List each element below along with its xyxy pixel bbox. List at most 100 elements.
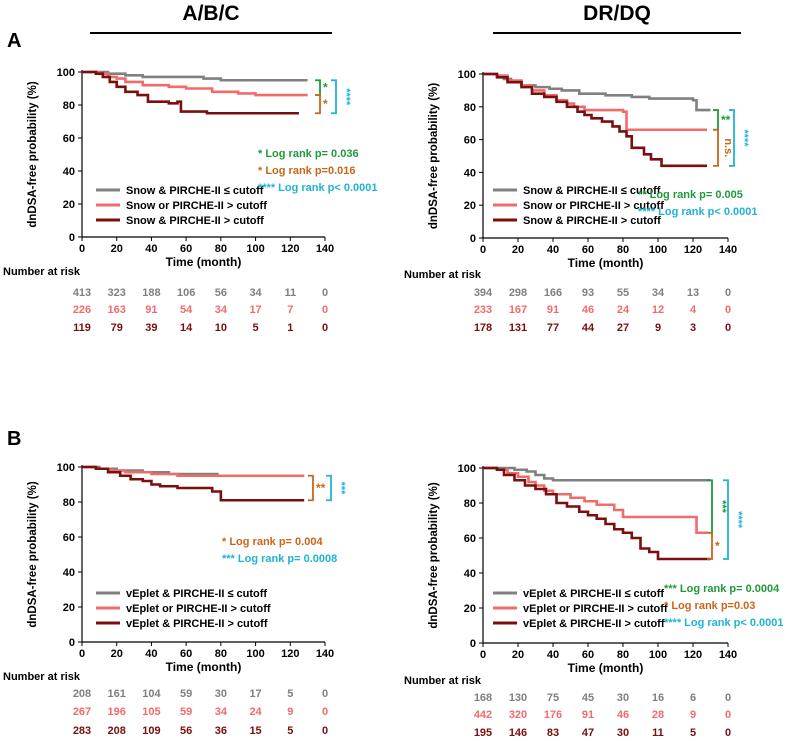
risk-table-cell: 109 (142, 725, 160, 737)
x-tick-label: 40 (145, 648, 157, 660)
log-rank-stat: **** Log rank p< 0.0001 (664, 617, 784, 629)
row-label-a: A (7, 30, 21, 52)
x-tick-label: 60 (180, 648, 192, 660)
risk-table-cell: 14 (180, 322, 193, 334)
risk-table-cell: 27 (617, 322, 629, 334)
significance-bracket (308, 474, 314, 502)
x-tick-label: 120 (684, 649, 702, 661)
risk-table-cell: 54 (180, 304, 193, 316)
x-tick-label: 140 (316, 648, 334, 660)
risk-table-cell: 59 (180, 706, 192, 718)
km-curve-series-2 (483, 466, 707, 535)
risk-table-cell: 413 (73, 287, 91, 299)
risk-table-cell: 1 (287, 322, 293, 334)
y-tick-label: 100 (458, 463, 476, 475)
risk-table-cell: 17 (249, 304, 261, 316)
y-tick-label: 80 (63, 100, 75, 112)
risk-table-cell: 226 (73, 304, 91, 316)
risk-table-cell: 0 (725, 304, 731, 316)
legend-label-3: vEplet & PIRCHE-II > cutoff (126, 618, 268, 630)
x-tick-label: 0 (79, 648, 85, 660)
x-tick-label: 20 (512, 244, 524, 256)
x-axis-label: Time (month) (568, 256, 644, 270)
x-tick-label: 60 (582, 244, 594, 256)
legend-label-2: Snow or PIRCHE-II > cutoff (126, 200, 267, 212)
risk-table-cell: 17 (249, 688, 261, 700)
row-label-b: B (7, 428, 21, 450)
risk-table-cell: 5 (690, 727, 696, 739)
significance-mark: n.s. (722, 138, 734, 157)
log-rank-stat: **** Log rank p< 0.0001 (638, 206, 758, 218)
risk-table-cell: 34 (652, 287, 665, 299)
significance-mark: * (715, 539, 720, 553)
y-tick-label: 80 (464, 102, 476, 114)
risk-table-cell: 59 (180, 688, 192, 700)
y-tick-label: 80 (464, 498, 476, 510)
risk-table-cell: 13 (687, 287, 699, 299)
risk-table-cell: 298 (509, 287, 527, 299)
x-tick-label: 80 (617, 244, 629, 256)
y-tick-label: 40 (63, 166, 75, 178)
risk-table-cell: 168 (474, 692, 492, 704)
km-curve-series-3 (82, 70, 299, 115)
risk-table-cell: 39 (145, 322, 157, 334)
risk-table-cell: 36 (215, 725, 227, 737)
km-curve-series-2 (82, 70, 308, 97)
risk-table-cell: 196 (108, 706, 126, 718)
x-tick-label: 100 (246, 243, 264, 255)
risk-table-cell: 7 (287, 304, 293, 316)
risk-table-cell: 0 (322, 322, 328, 334)
legend-label-2: vEplet or PIRCHE-II > cutoff (126, 603, 271, 615)
y-axis-label: dnDSA-free probability (%) (27, 81, 39, 227)
risk-table-cell: 4 (690, 304, 697, 316)
y-tick-label: 100 (57, 67, 75, 79)
significance-bracket (326, 474, 332, 502)
risk-table-cell: 0 (322, 287, 328, 299)
x-tick-label: 40 (145, 243, 157, 255)
risk-table-cell: 208 (108, 725, 126, 737)
risk-table-cell: 0 (322, 725, 328, 737)
risk-table-cell: 10 (215, 322, 227, 334)
x-tick-label: 140 (719, 244, 737, 256)
y-tick-label: 60 (63, 133, 75, 145)
risk-table-cell: 83 (547, 727, 559, 739)
significance-mark: ** (721, 113, 731, 127)
y-tick-label: 100 (458, 69, 476, 81)
risk-table-cell: 104 (142, 688, 161, 700)
risk-table-cell: 24 (249, 706, 262, 718)
risk-table-cell: 130 (509, 692, 527, 704)
risk-table-cell: 5 (287, 725, 293, 737)
y-tick-label: 0 (69, 637, 75, 649)
x-tick-label: 80 (215, 243, 227, 255)
x-tick-label: 120 (684, 244, 702, 256)
significance-mark: * (323, 97, 328, 111)
risk-table-cell: 46 (582, 304, 594, 316)
significance-bracket (713, 128, 719, 167)
risk-table-cell: 146 (509, 727, 527, 739)
y-tick-label: 20 (63, 602, 75, 614)
y-tick-label: 40 (464, 167, 476, 179)
risk-table-cell: 34 (215, 304, 228, 316)
risk-table-cell: 0 (725, 322, 731, 334)
risk-table-cell: 44 (582, 322, 595, 334)
legend-label-3: vEplet & PIRCHE-II > cutoff (523, 618, 665, 630)
y-axis-label: dnDSA-free probability (%) (27, 481, 39, 627)
significance-bracket (315, 79, 321, 96)
risk-table-title: Number at risk (404, 675, 482, 687)
km-panel-b-abc: 0 20 40 60 80 100 120 140 0 20 40 60 80 100 Time (mont… (3, 462, 347, 737)
risk-table-cell: 0 (322, 706, 328, 718)
significance-mark: **** (738, 129, 750, 147)
y-tick-label: 20 (63, 199, 75, 211)
legend-label-1: vEplet & PIRCHE-II ≤ cutoff (523, 588, 664, 600)
risk-table-cell: 11 (284, 287, 296, 299)
risk-table-cell: 5 (253, 322, 259, 334)
legend-label-3: Snow & PIRCHE-II > cutoff (126, 215, 264, 227)
x-tick-label: 140 (316, 243, 334, 255)
x-axis-label: Time (month) (166, 255, 242, 269)
risk-table-title: Number at risk (404, 269, 482, 281)
risk-table-cell: 9 (655, 322, 661, 334)
log-rank-stat: *** Log rank p= 0.0004 (664, 583, 780, 595)
